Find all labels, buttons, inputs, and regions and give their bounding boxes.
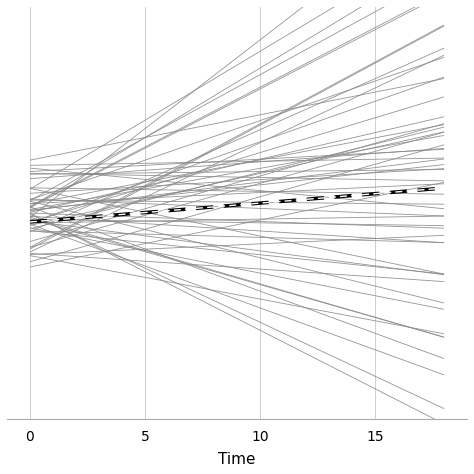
X-axis label: Time: Time [218,452,256,467]
